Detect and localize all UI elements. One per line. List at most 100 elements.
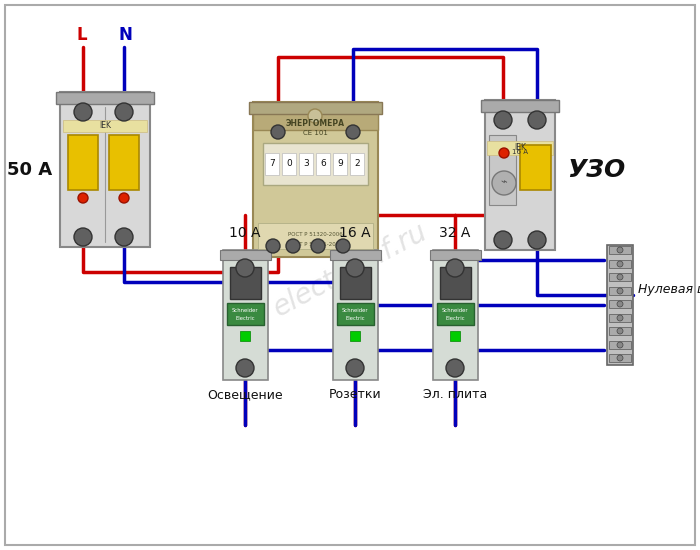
Circle shape — [617, 261, 623, 267]
Text: 10 А: 10 А — [230, 226, 260, 240]
Bar — [223, 250, 268, 380]
Bar — [282, 153, 296, 175]
Circle shape — [115, 103, 133, 121]
Circle shape — [236, 259, 254, 277]
Text: Нулевая шина: Нулевая шина — [638, 283, 700, 296]
Text: Electric: Electric — [445, 316, 465, 321]
Bar — [437, 303, 474, 325]
Circle shape — [308, 109, 322, 123]
Bar — [230, 267, 261, 299]
Bar — [609, 260, 631, 268]
Circle shape — [346, 359, 364, 377]
Bar — [609, 246, 631, 254]
Bar — [609, 300, 631, 308]
Text: РОСТ Р 51321-2006: РОСТ Р 51321-2006 — [288, 241, 342, 246]
Circle shape — [311, 239, 325, 253]
Bar — [350, 153, 364, 175]
Text: Electric: Electric — [235, 316, 255, 321]
Circle shape — [119, 193, 129, 203]
Text: 0: 0 — [286, 160, 292, 168]
Text: 9: 9 — [337, 160, 343, 168]
Bar — [316, 153, 330, 175]
Circle shape — [617, 328, 623, 334]
Circle shape — [336, 239, 350, 253]
Bar — [220, 250, 271, 260]
Circle shape — [617, 301, 623, 307]
Circle shape — [617, 274, 623, 280]
Bar — [227, 303, 264, 325]
Circle shape — [528, 111, 546, 129]
Circle shape — [617, 315, 623, 321]
Circle shape — [346, 125, 360, 139]
Text: РОСТ Р 51320-2006: РОСТ Р 51320-2006 — [288, 233, 342, 238]
Text: Эл. плита: Эл. плита — [423, 388, 487, 401]
Text: 7: 7 — [269, 160, 275, 168]
Bar — [609, 341, 631, 349]
Bar — [481, 100, 559, 112]
Bar — [240, 331, 250, 341]
Text: Schneider: Schneider — [442, 309, 468, 313]
Circle shape — [617, 355, 623, 361]
Text: IEK: IEK — [99, 122, 111, 130]
Bar — [430, 250, 481, 260]
Circle shape — [494, 231, 512, 249]
Circle shape — [78, 193, 88, 203]
Bar — [299, 153, 313, 175]
Bar — [489, 135, 516, 205]
Text: УЗО: УЗО — [567, 158, 625, 182]
Text: N: N — [118, 26, 132, 44]
Bar — [337, 303, 374, 325]
Circle shape — [236, 359, 254, 377]
Bar — [520, 145, 551, 190]
Circle shape — [499, 148, 509, 158]
Circle shape — [271, 125, 285, 139]
Circle shape — [617, 247, 623, 253]
Text: 16 А: 16 А — [340, 226, 371, 240]
Text: 50 А: 50 А — [7, 161, 52, 179]
Circle shape — [446, 259, 464, 277]
Bar — [109, 135, 139, 190]
Text: Розетки: Розетки — [329, 388, 382, 401]
Text: 6: 6 — [320, 160, 326, 168]
Text: ⌁: ⌁ — [500, 178, 508, 188]
Text: 16 А: 16 А — [512, 149, 528, 155]
Text: Schneider: Schneider — [232, 309, 258, 313]
Bar — [433, 250, 478, 380]
Text: Schneider: Schneider — [342, 309, 368, 313]
Bar — [263, 143, 368, 185]
Circle shape — [286, 239, 300, 253]
Text: IEK: IEK — [514, 144, 526, 152]
Circle shape — [446, 359, 464, 377]
Bar — [56, 92, 154, 104]
Bar — [265, 153, 279, 175]
Text: 3: 3 — [303, 160, 309, 168]
Bar — [350, 331, 360, 341]
Circle shape — [494, 111, 512, 129]
Circle shape — [617, 288, 623, 294]
Circle shape — [617, 342, 623, 348]
Bar — [607, 245, 633, 365]
Bar — [609, 287, 631, 295]
Bar — [249, 102, 382, 114]
Bar — [253, 102, 378, 130]
Bar — [333, 153, 347, 175]
Circle shape — [115, 228, 133, 246]
Bar — [485, 100, 555, 250]
Bar — [258, 223, 373, 249]
Circle shape — [528, 231, 546, 249]
Text: 32 А: 32 А — [440, 226, 470, 240]
Bar — [487, 141, 553, 155]
Text: CE 101: CE 101 — [302, 130, 328, 136]
Bar — [253, 102, 378, 257]
Bar — [440, 267, 471, 299]
Bar — [330, 250, 381, 260]
Bar — [609, 273, 631, 281]
Circle shape — [346, 259, 364, 277]
Text: Electric: Electric — [345, 316, 365, 321]
Bar — [333, 250, 378, 380]
Bar — [609, 354, 631, 362]
Bar — [60, 92, 150, 247]
Circle shape — [492, 171, 516, 195]
Text: L: L — [77, 26, 88, 44]
Bar — [609, 327, 631, 335]
